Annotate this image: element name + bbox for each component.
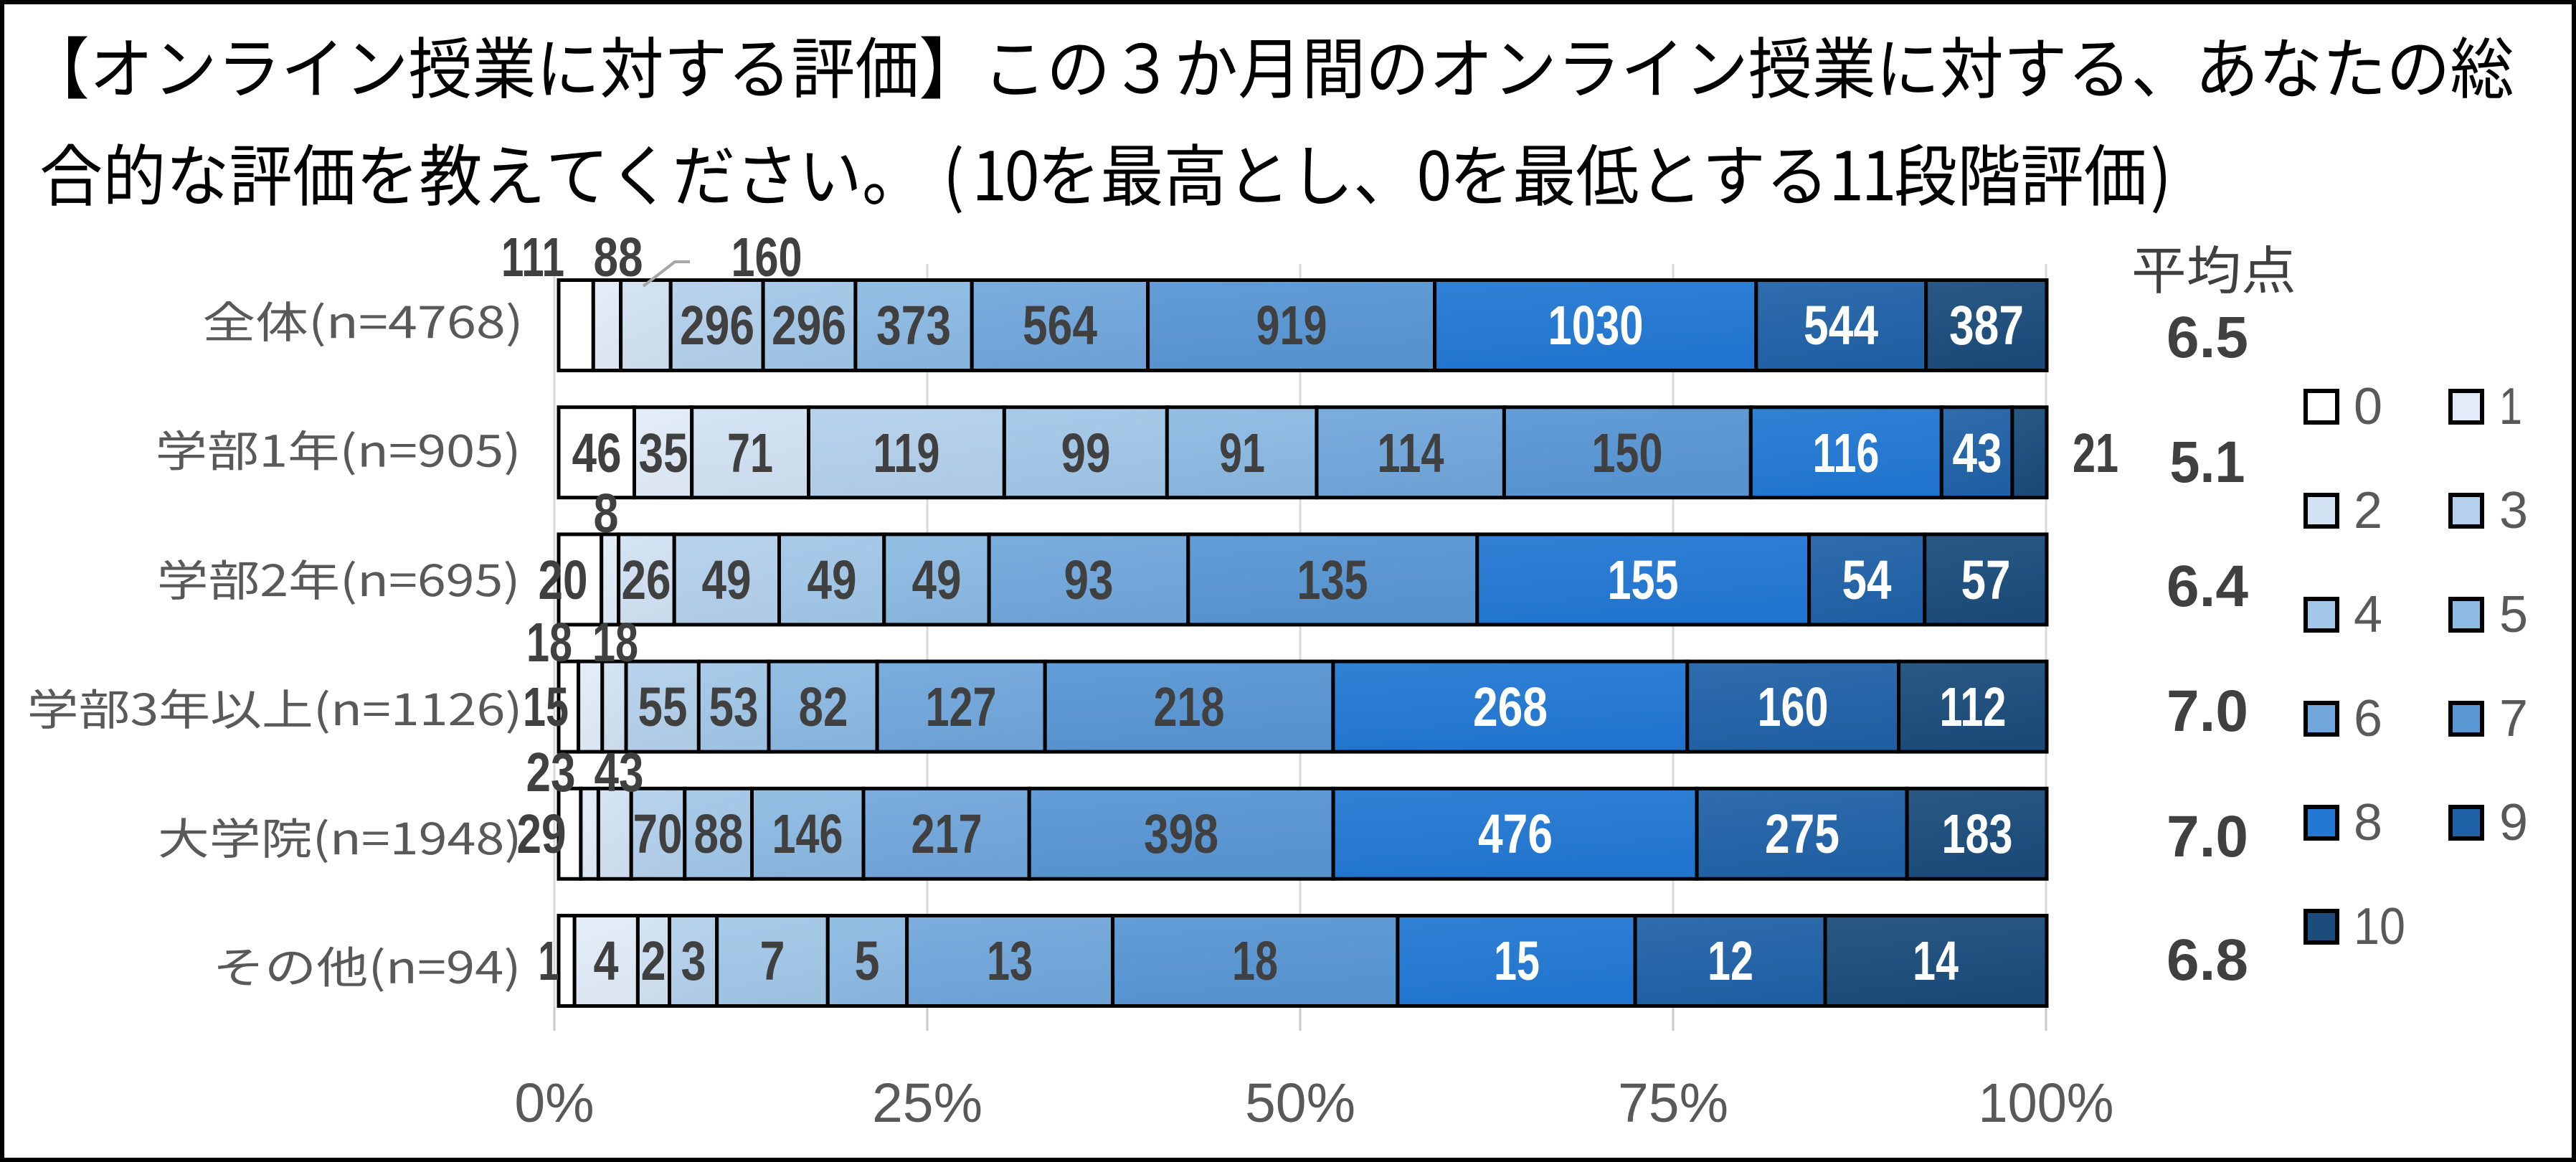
svg-text:88: 88 [694,803,744,865]
svg-text:373: 373 [876,295,951,356]
svg-text:398: 398 [1144,803,1218,865]
svg-text:13: 13 [987,930,1033,992]
svg-text:100%: 100% [1979,1072,2114,1134]
svg-text:387: 387 [1949,295,2024,356]
svg-text:296: 296 [680,295,754,356]
svg-text:160: 160 [1758,676,1829,738]
svg-text:7.0: 7.0 [2167,804,2248,869]
svg-text:268: 268 [1473,676,1548,738]
svg-text:7: 7 [760,930,785,992]
svg-text:3: 3 [681,930,706,992]
svg-text:57: 57 [1961,549,2011,611]
svg-text:564: 564 [1023,295,1097,356]
svg-text:29: 29 [517,803,567,865]
svg-text:217: 217 [911,803,982,865]
svg-text:2: 2 [2354,482,2382,539]
svg-text:14: 14 [1913,930,1959,992]
svg-text:544: 544 [1804,295,1878,356]
svg-text:5: 5 [855,930,880,992]
svg-text:150: 150 [1592,422,1663,484]
svg-text:23: 23 [526,742,576,803]
svg-text:6.5: 6.5 [2167,305,2248,370]
svg-text:49: 49 [808,549,857,611]
svg-text:9: 9 [2499,794,2528,851]
svg-text:43: 43 [1953,422,2002,484]
svg-text:43: 43 [595,742,644,803]
svg-text:116: 116 [1813,422,1880,484]
svg-text:18: 18 [526,612,572,674]
svg-text:275: 275 [1765,803,1839,865]
svg-text:12: 12 [1708,930,1753,992]
svg-text:135: 135 [1297,549,1368,611]
svg-text:218: 218 [1154,676,1225,738]
svg-text:70: 70 [633,803,683,865]
svg-text:1: 1 [539,930,559,992]
svg-text:55: 55 [638,676,688,738]
svg-text:127: 127 [926,676,997,738]
svg-text:1030: 1030 [1548,295,1644,356]
svg-text:6.4: 6.4 [2167,554,2248,619]
svg-text:4: 4 [594,930,619,992]
svg-text:21: 21 [2073,422,2118,484]
svg-text:18: 18 [1232,930,1278,992]
svg-text:54: 54 [1842,549,1892,611]
svg-text:15: 15 [523,676,569,738]
svg-text:5.1: 5.1 [2170,430,2245,495]
svg-text:8: 8 [594,483,619,544]
svg-text:114: 114 [1378,422,1444,484]
svg-text:155: 155 [1608,549,1679,611]
svg-text:35: 35 [639,422,688,484]
svg-text:99: 99 [1061,422,1111,484]
svg-text:91: 91 [1219,422,1265,484]
svg-text:18: 18 [592,612,638,674]
svg-text:82: 82 [799,676,848,738]
svg-text:5: 5 [2499,586,2528,643]
svg-text:6.8: 6.8 [2167,927,2248,993]
svg-text:10: 10 [2354,898,2405,955]
svg-text:7.0: 7.0 [2167,679,2248,744]
svg-text:49: 49 [702,549,752,611]
svg-text:8: 8 [2354,794,2382,851]
svg-text:146: 146 [772,803,843,865]
svg-text:2: 2 [641,930,666,992]
svg-text:4: 4 [2354,586,2382,643]
svg-text:112: 112 [1940,676,2007,738]
svg-text:7: 7 [2499,690,2528,747]
svg-text:26: 26 [622,549,671,611]
svg-text:49: 49 [912,549,962,611]
svg-text:296: 296 [772,295,846,356]
svg-text:25%: 25% [872,1072,982,1134]
svg-text:3: 3 [2499,482,2528,539]
svg-text:0: 0 [2354,378,2382,435]
svg-text:75%: 75% [1618,1072,1728,1134]
svg-text:93: 93 [1064,549,1114,611]
svg-text:88: 88 [594,227,643,288]
svg-text:50%: 50% [1245,1072,1355,1134]
svg-text:6: 6 [2354,690,2382,747]
svg-text:111: 111 [501,227,564,288]
svg-text:20: 20 [539,549,588,611]
svg-text:476: 476 [1478,803,1553,865]
svg-text:53: 53 [709,676,759,738]
svg-text:919: 919 [1256,295,1327,356]
svg-text:183: 183 [1942,803,2013,865]
svg-text:0%: 0% [514,1072,594,1134]
svg-text:46: 46 [572,422,622,484]
svg-text:1: 1 [2499,378,2522,435]
svg-text:119: 119 [873,422,940,484]
svg-text:71: 71 [727,422,773,484]
svg-text:160: 160 [731,227,802,288]
svg-text:15: 15 [1494,930,1540,992]
